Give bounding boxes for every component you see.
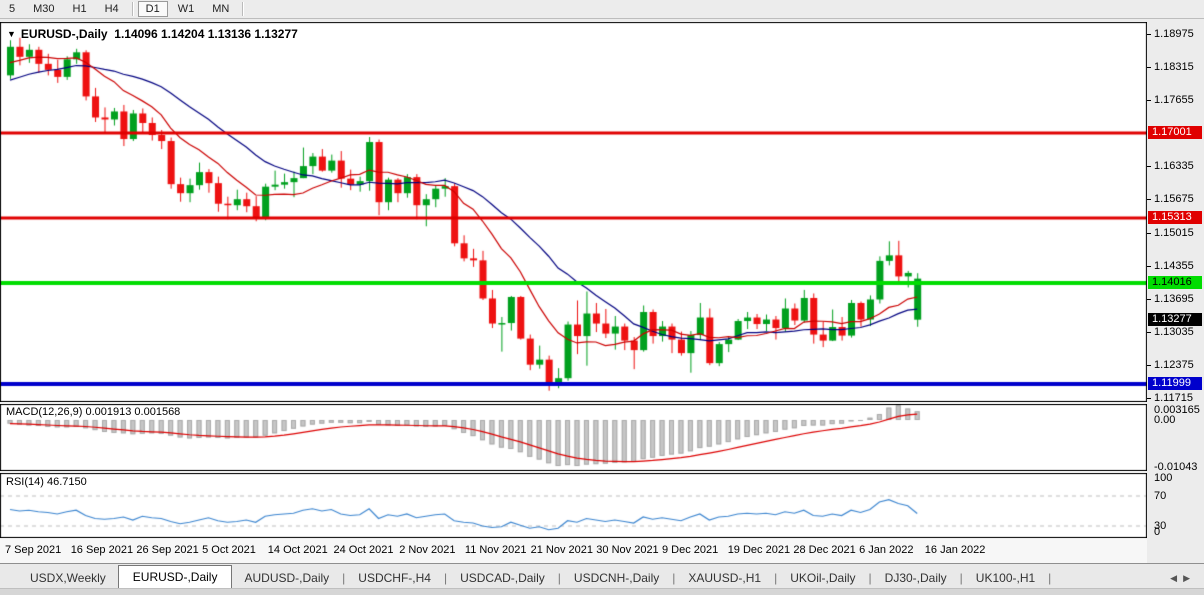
chart-tab-eurusd-daily[interactable]: EURUSD-,Daily — [117, 565, 233, 589]
date-axis-label: 2 Nov 2021 — [399, 544, 456, 556]
price-tick-label: 1.17655 — [1154, 94, 1194, 106]
chart-tab-usdx-weekly[interactable]: USDX,Weekly — [30, 571, 106, 585]
date-axis-label: 11 Nov 2021 — [464, 544, 527, 556]
tab-separator: | — [557, 571, 561, 585]
date-axis-label: 7 Sep 2021 — [5, 544, 62, 556]
chart-ohlc-values: 1.14096 1.14204 1.13136 1.13277 — [114, 27, 298, 41]
price-tick-label: 1.12375 — [1154, 359, 1194, 371]
date-axis-label: 28 Dec 2021 — [793, 544, 856, 556]
date-axis-label: 16 Jan 2022 — [924, 544, 986, 556]
toolbar-separator — [131, 2, 133, 16]
timeframe-button-h4[interactable]: H4 — [104, 3, 119, 15]
rsi-label: RSI(14) 46.7150 — [6, 476, 87, 488]
chart-symbol-label: EURUSD-,Daily — [20, 27, 108, 41]
date-axis-label: 21 Nov 2021 — [530, 544, 593, 556]
macd-axis-label: 0.00 — [1154, 414, 1176, 426]
price-level-badge: 1.14016 — [1148, 276, 1202, 289]
price-tick-mark — [1147, 299, 1151, 300]
macd-panel — [0, 404, 1147, 471]
tab-scroll-right-icon[interactable]: ▶ — [1183, 573, 1196, 583]
rsi-panel — [0, 473, 1147, 538]
macd-axis-label: -0.01043 — [1154, 461, 1198, 473]
price-tick-label: 1.15015 — [1154, 227, 1194, 239]
date-axis-label: 5 Oct 2021 — [202, 544, 256, 556]
tab-separator: | — [774, 571, 778, 585]
date-axis-label: 19 Dec 2021 — [727, 544, 791, 556]
price-tick-mark — [1147, 266, 1151, 267]
timeframe-button-w1[interactable]: W1 — [177, 3, 195, 15]
tab-scroll-arrows: ◀▶ — [1170, 573, 1196, 589]
window-bottom-edge — [0, 588, 1204, 595]
price-tick-mark — [1147, 199, 1151, 200]
timeframe-button-d1[interactable]: D1 — [137, 1, 168, 17]
chart-tab-uk100-h1[interactable]: UK100-,H1 — [975, 571, 1036, 585]
timeframe-button-m30[interactable]: M30 — [33, 3, 55, 15]
rsi-canvas[interactable] — [0, 473, 1147, 538]
price-tick-label: 1.11715 — [1154, 392, 1193, 404]
date-axis-label: 14 Oct 2021 — [267, 544, 328, 556]
date-axis-label: 6 Jan 2022 — [859, 544, 914, 556]
price-level-badge: 1.11999 — [1148, 377, 1202, 390]
tab-separator: | — [959, 571, 963, 585]
price-tick-mark — [1147, 332, 1151, 333]
symbol-dropdown-icon[interactable]: ▼ — [7, 29, 16, 39]
tab-separator: | — [1048, 571, 1052, 585]
price-tick-mark — [1147, 100, 1151, 101]
chart-tab-usdcnh-daily[interactable]: USDCNH-,Daily — [573, 571, 660, 585]
tab-scroll-left-icon[interactable]: ◀ — [1170, 573, 1184, 583]
price-level-badge: 1.17001 — [1148, 126, 1202, 139]
price-tick-label: 1.18975 — [1154, 28, 1194, 40]
timeframe-button-h1[interactable]: H1 — [72, 3, 87, 15]
macd-canvas[interactable] — [0, 404, 1147, 471]
chart-tab-dj30-daily[interactable]: DJ30-,Daily — [884, 571, 947, 585]
chart-tab-usdchf-h4[interactable]: USDCHF-,H4 — [358, 571, 431, 585]
price-level-badge: 1.15313 — [1148, 211, 1202, 224]
timeframe-button-5[interactable]: 5 — [9, 3, 16, 15]
date-axis-label: 16 Sep 2021 — [70, 544, 134, 556]
chart-tab-ukoil-daily[interactable]: UKOil-,Daily — [790, 571, 856, 585]
chart-tab-bar: USDX,Weekly EURUSD-,Daily AUDUSD-,Daily | US… — [0, 563, 1204, 589]
rsi-axis-label: 70 — [1154, 490, 1167, 502]
price-tick-mark — [1147, 365, 1151, 366]
price-tick-mark — [1147, 398, 1151, 399]
date-axis-label: 26 Sep 2021 — [136, 544, 199, 556]
chart-tab-audusd-daily[interactable]: AUDUSD-,Daily — [244, 571, 330, 585]
price-tick-mark — [1147, 233, 1151, 234]
rsi-axis-label: 100 — [1154, 472, 1173, 484]
tabs: USDX,Weekly EURUSD-,Daily AUDUSD-,Daily | US… — [18, 565, 1052, 589]
tab-separator: | — [342, 571, 346, 585]
price-tick-mark — [1147, 34, 1151, 35]
price-tick-mark — [1147, 166, 1151, 167]
rsi-axis-label: 0 — [1154, 526, 1161, 538]
price-scale: 1.18975 1.18315 1.17655 1.16335 1.15675 1.150… — [1147, 19, 1204, 562]
price-tick-label: 1.13035 — [1154, 326, 1194, 338]
date-axis-label: 30 Nov 2021 — [596, 544, 659, 556]
price-tick-label: 1.14355 — [1154, 260, 1194, 272]
toolbar-separator — [242, 2, 244, 16]
price-tick-label: 1.18315 — [1154, 61, 1194, 73]
time-axis: 7 Sep 2021 16 Sep 2021 26 Sep 2021 5 Oct 20… — [0, 539, 1147, 563]
price-tick-label: 1.15675 — [1154, 193, 1194, 205]
price-level-badge: 1.13277 — [1148, 313, 1202, 326]
tab-separator: | — [443, 571, 448, 585]
chart-tab-usdcad-daily[interactable]: USDCAD-,Daily — [460, 571, 545, 585]
macd-axis-label: 0.003165 — [1154, 404, 1200, 416]
date-axis-label: 24 Oct 2021 — [333, 544, 394, 556]
tab-separator: | — [672, 571, 676, 585]
chart-title: ▼ EURUSD-,Daily 1.14096 1.14204 1.13136 1… — [7, 27, 298, 41]
timeframe-toolbar: 5 M30 H1 H4 D1 W1 MN — [0, 0, 1204, 19]
price-tick-label: 1.13695 — [1154, 293, 1194, 305]
price-chart-canvas[interactable] — [0, 22, 1147, 402]
rsi-axis-label: 30 — [1154, 520, 1167, 532]
price-tick-label: 1.16335 — [1154, 160, 1194, 172]
price-tick-mark — [1147, 67, 1151, 68]
price-chart-panel — [0, 22, 1147, 402]
macd-label: MACD(12,26,9) 0.001913 0.001568 — [6, 406, 181, 418]
date-axis-label: 9 Dec 2021 — [662, 544, 719, 556]
tab-separator: | — [868, 571, 872, 585]
timeframe-button-mn[interactable]: MN — [212, 3, 230, 15]
chart-tab-xauusd-h1[interactable]: XAUUSD-,H1 — [688, 571, 762, 585]
